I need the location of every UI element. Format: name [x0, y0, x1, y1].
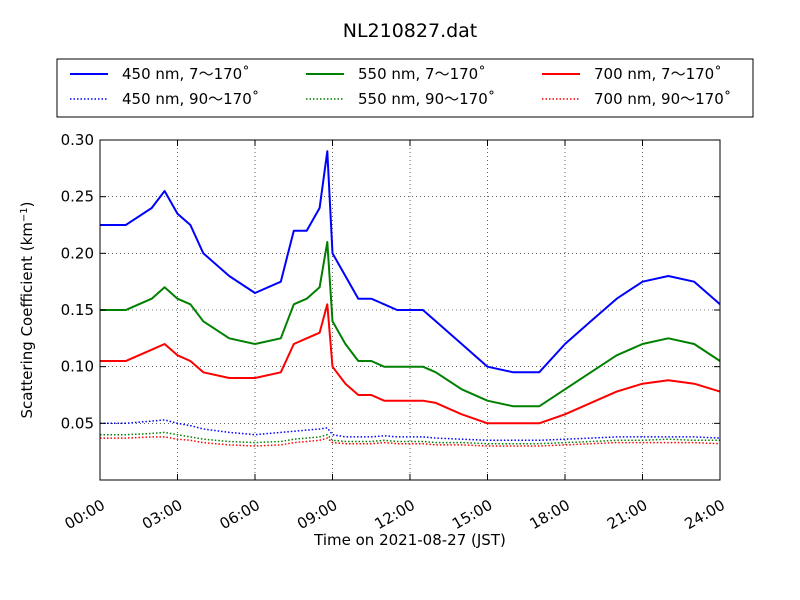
x-tick-label: 15:00 [449, 496, 495, 533]
grid [100, 140, 720, 480]
x-axis-label: Time on 2021-08-27 (JST) [313, 531, 506, 549]
y-tick-label: 0.30 [61, 131, 94, 149]
legend-label-4: 550 nm, 90～170˚ [358, 90, 495, 108]
series-line-3 [100, 419, 721, 442]
series-line-2 [100, 303, 721, 425]
x-tick-label: 03:00 [139, 496, 185, 533]
legend-box [56, 58, 754, 118]
legend-label-1: 550 nm, 7～170˚ [358, 65, 486, 83]
legend-label-3: 450 nm, 90～170˚ [122, 90, 259, 108]
x-tick-label: 18:00 [527, 496, 573, 533]
chart-title: NL210827.dat [343, 20, 478, 42]
series-line-4 [100, 431, 720, 445]
series-layer [100, 150, 721, 447]
y-tick-label: 0.15 [61, 301, 94, 319]
y-tick-label: 0.20 [61, 244, 94, 262]
legend-label-2: 700 nm, 7～170˚ [594, 65, 722, 83]
x-tick-label: 09:00 [294, 496, 340, 533]
legend: 450 nm, 7～170˚ 550 nm, 7～170˚ 700 nm, 7～17… [56, 58, 754, 118]
series-line-0 [100, 150, 721, 374]
y-axis-label: Scattering Coefficient (km−1) [18, 201, 36, 418]
x-tick-label: 00:00 [62, 496, 108, 533]
x-tick-label: 21:00 [604, 496, 650, 533]
y-tick-label: 0.05 [61, 414, 94, 432]
legend-label-0: 450 nm, 7～170˚ [122, 65, 250, 83]
series-line-1 [100, 241, 721, 408]
axis-ticks: 00:00 03:00 06:00 09:00 12:00 15:00 18:00 21:00… [61, 131, 728, 533]
x-tick-label: 24:00 [682, 496, 728, 533]
x-tick-label: 06:00 [217, 496, 263, 533]
x-tick-label: 12:00 [372, 496, 418, 533]
y-tick-label: 0.10 [61, 358, 94, 376]
legend-label-5: 700 nm, 90～170˚ [594, 90, 731, 108]
y-tick-label: 0.25 [61, 188, 94, 206]
